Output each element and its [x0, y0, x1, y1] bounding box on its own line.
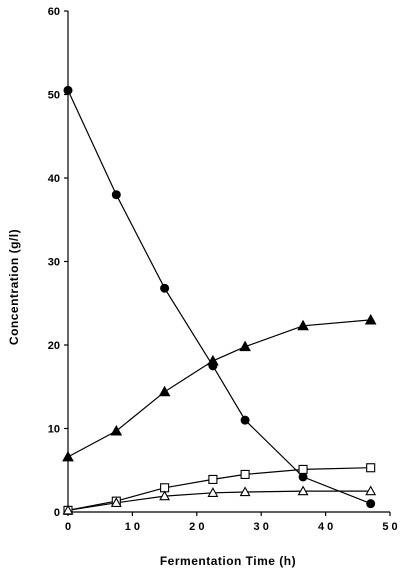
data-point-open-triangle: [365, 485, 377, 496]
data-point-open-triangle: [159, 490, 171, 501]
data-point-filled-triangle: [207, 354, 219, 366]
data-point-filled-circle: [63, 85, 73, 95]
data-point-open-square: [240, 469, 250, 479]
y-tick-label: 20: [48, 340, 60, 352]
data-point-filled-triangle: [297, 319, 309, 331]
data-point-open-triangle: [297, 485, 309, 496]
ticks: 0 10 20 30 40 50 60 0 1 0 2 0 3 0 4 0 5 0: [48, 6, 398, 533]
y-tick-label: 10: [48, 424, 60, 436]
data-point-open-square: [366, 463, 376, 473]
data-point-open-triangle: [62, 504, 74, 515]
series-markers: [62, 85, 377, 515]
axes: [67, 11, 390, 513]
y-tick-label: 60: [48, 6, 60, 18]
data-point-filled-triangle: [110, 424, 123, 436]
y-tick-label: 40: [48, 173, 60, 185]
data-point-open-square: [208, 474, 218, 484]
data-point-filled-circle: [160, 283, 170, 293]
series-line-filled-circle: [67, 90, 371, 505]
y-tick-label: 30: [48, 257, 60, 269]
data-point-open-triangle: [207, 487, 219, 497]
y-tick-label: 0: [54, 507, 60, 519]
x-tick-label: 0: [65, 521, 71, 533]
data-point-filled-circle: [298, 472, 308, 482]
x-axis-title: Fermentation Time (h): [160, 554, 296, 568]
y-axis-title: Concentration (g/l): [7, 229, 21, 345]
x-tick-label: 4 0: [318, 521, 333, 533]
data-point-filled-triangle: [239, 340, 251, 352]
data-point-open-triangle: [110, 497, 122, 507]
x-tick-label: 1 0: [125, 521, 140, 533]
data-point-filled-circle: [111, 190, 121, 200]
x-tick-label: 5 0: [382, 521, 397, 533]
x-tick-label: 2 0: [189, 521, 204, 533]
data-point-open-triangle: [239, 486, 251, 497]
y-tick-label: 50: [48, 90, 60, 102]
x-tick-label: 3 0: [254, 521, 269, 533]
data-point-open-square: [298, 464, 308, 474]
data-point-filled-circle: [366, 499, 376, 509]
series-lines: [67, 90, 371, 511]
data-point-filled-triangle: [62, 450, 74, 462]
data-point-filled-circle: [240, 415, 250, 425]
series-line-filled-triangle: [67, 319, 371, 458]
data-point-filled-triangle: [158, 385, 171, 397]
data-point-filled-triangle: [364, 313, 377, 325]
